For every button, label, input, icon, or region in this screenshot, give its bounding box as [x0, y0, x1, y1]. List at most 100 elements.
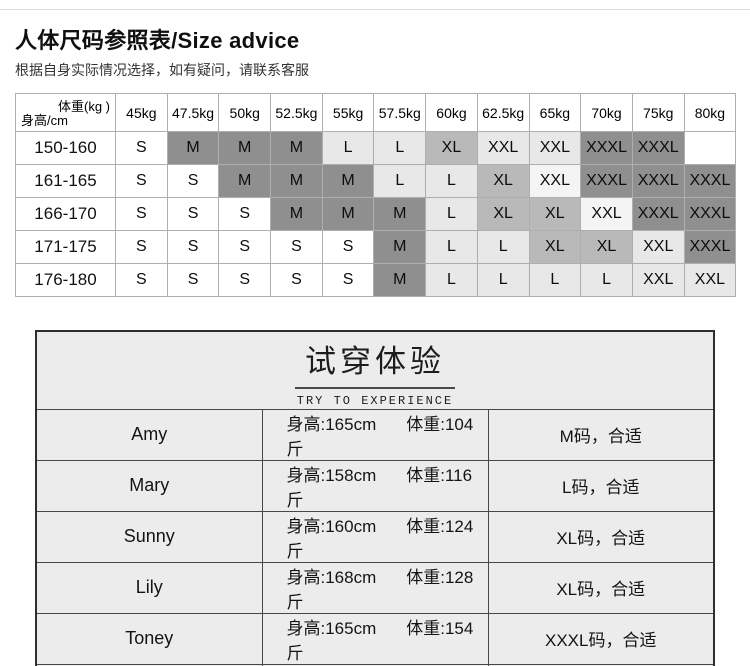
- size-cell: XXL: [580, 197, 633, 231]
- fit-table-row: Mary 身高:158cm 体重:116斤 L码，合适: [35, 459, 715, 512]
- top-divider: [0, 9, 750, 10]
- size-table-row: 161-165 S S M M M L L XL XXL XXXL XXXL XXXL: [15, 164, 737, 198]
- size-cell: M: [270, 197, 323, 231]
- size-cell: L: [425, 197, 478, 231]
- size-cell: S: [321, 230, 375, 264]
- size-cell: S: [115, 131, 168, 165]
- size-cell: S: [115, 164, 168, 198]
- size-cell: L: [476, 230, 530, 264]
- size-cell: M: [373, 263, 427, 297]
- size-cell: L: [425, 263, 478, 297]
- tester-height: 身高:160cm: [286, 516, 377, 536]
- size-cell: L: [425, 230, 478, 264]
- size-cell: XXXL: [631, 131, 685, 165]
- weight-column-header: 45kg: [115, 93, 168, 132]
- size-table-body: 150-160 S M M M L L XL XXL XXL XXXL XXXL 161-165 S S M M…: [15, 131, 737, 297]
- fit-table-title: 试穿体验: [295, 332, 455, 390]
- size-cell: XL: [425, 131, 478, 165]
- size-cell: M: [166, 131, 220, 165]
- size-cell: M: [270, 164, 323, 198]
- weight-column-header: 60kg: [425, 93, 478, 132]
- weight-column-header: 52.5kg: [270, 93, 323, 132]
- height-range-label: 166-170: [15, 197, 116, 231]
- size-cell: XL: [476, 197, 530, 231]
- tester-body-info: 身高:168cm 体重:128斤: [261, 561, 489, 614]
- size-cell: M: [270, 131, 323, 165]
- size-cell: XXL: [631, 230, 685, 264]
- size-cell: XXXL: [580, 131, 633, 165]
- size-cell: XXL: [528, 131, 582, 165]
- size-table-head: 体重(kg ) 身高/cm 45kg 47.5kg 50kg 52.5kg 55kg 57…: [15, 93, 737, 132]
- tester-name: Mary: [35, 459, 263, 512]
- tester-weight: 体重:154斤: [286, 618, 474, 663]
- size-cell: M: [218, 131, 272, 165]
- tester-body-info: 身高:165cm 体重:154斤: [261, 612, 489, 665]
- size-table-header-row: 体重(kg ) 身高/cm 45kg 47.5kg 50kg 52.5kg 55kg 57…: [15, 93, 737, 132]
- page-subtitle: 根据自身实际情况选择，如有疑问，请联系客服: [15, 62, 309, 78]
- weight-column-header: 50kg: [218, 93, 272, 132]
- size-cell: XXXL: [631, 197, 685, 231]
- tester-weight: 体重:104斤: [286, 414, 474, 459]
- size-cell: L: [373, 131, 427, 165]
- size-cell: XXXL: [683, 164, 737, 198]
- fit-table-row: Toney 身高:165cm 体重:154斤 XXXL码，合适: [35, 612, 715, 665]
- size-table-row: 171-175 S S S S S M L L XL XL XXL XXXL: [15, 230, 737, 264]
- size-cell: XXXL: [683, 197, 737, 231]
- size-cell: XXXL: [580, 164, 633, 198]
- size-cell: XL: [580, 230, 633, 264]
- fit-table-header-row: 试穿体验 TRY TO EXPERIENCE: [35, 330, 715, 410]
- size-cell: L: [528, 263, 582, 297]
- height-range-label: 161-165: [15, 164, 116, 198]
- fit-table-row: Lily 身高:168cm 体重:128斤 XL码，合适: [35, 561, 715, 614]
- weight-column-header: 55kg: [321, 93, 375, 132]
- size-cell: S: [321, 263, 375, 297]
- height-range-label: 171-175: [15, 230, 116, 264]
- size-cell: XXL: [683, 263, 737, 297]
- tester-height: 身高:158cm: [286, 465, 377, 485]
- fit-table-head: 试穿体验 TRY TO EXPERIENCE: [35, 330, 715, 410]
- size-cell: XL: [476, 164, 530, 198]
- weight-column-header: 62.5kg: [476, 93, 530, 132]
- size-cell: M: [321, 164, 375, 198]
- weight-column-header: 80kg: [683, 93, 737, 132]
- size-cell: XXXL: [631, 164, 685, 198]
- fit-result: M码，合适: [487, 408, 715, 461]
- fit-table-header-cell: 试穿体验 TRY TO EXPERIENCE: [35, 330, 715, 410]
- size-cell: L: [373, 164, 427, 198]
- size-table-row: 166-170 S S S M M M L XL XL XXL XXXL XXXL: [15, 197, 737, 231]
- corner-weight-label: 体重(kg ): [57, 99, 110, 114]
- height-range-label: 150-160: [15, 131, 116, 165]
- size-cell: S: [270, 230, 323, 264]
- fit-experience-table: 试穿体验 TRY TO EXPERIENCE Amy 身高:165cm 体重:104…: [35, 330, 715, 666]
- fit-table-body: Amy 身高:165cm 体重:104斤 M码，合适 Mary 身高:158cm 体重:11…: [35, 408, 715, 666]
- size-cell: L: [580, 263, 633, 297]
- weight-column-header: 65kg: [528, 93, 582, 132]
- tester-name: Amy: [35, 408, 263, 461]
- tester-name: Sunny: [35, 510, 263, 563]
- fit-table-subtitle: TRY TO EXPERIENCE: [296, 394, 454, 409]
- size-cell: S: [218, 263, 272, 297]
- tester-weight: 体重:128斤: [286, 567, 474, 612]
- size-cell: XXXL: [683, 230, 737, 264]
- tester-height: 身高:165cm: [286, 414, 377, 434]
- fit-table-row: Amy 身高:165cm 体重:104斤 M码，合适: [35, 408, 715, 461]
- size-cell: L: [321, 131, 375, 165]
- weight-column-header: 47.5kg: [166, 93, 220, 132]
- tester-body-info: 身高:160cm 体重:124斤: [261, 510, 489, 563]
- size-cell: S: [166, 164, 220, 198]
- size-table-row: 150-160 S M M M L L XL XXL XXL XXXL XXXL: [15, 131, 737, 165]
- size-advice-table: 体重(kg ) 身高/cm 45kg 47.5kg 50kg 52.5kg 55kg 57…: [15, 93, 737, 297]
- weight-column-header: 70kg: [580, 93, 633, 132]
- size-cell: XL: [528, 230, 582, 264]
- corner-diagonal-header: 体重(kg ) 身高/cm: [15, 93, 116, 132]
- size-cell: S: [115, 197, 168, 231]
- size-table-row: 176-180 S S S S S M L L L L XXL XXL: [15, 263, 737, 297]
- size-cell: M: [321, 197, 375, 231]
- tester-height: 身高:165cm: [286, 618, 377, 638]
- size-cell: M: [373, 230, 427, 264]
- size-cell: [683, 131, 737, 165]
- size-cell: L: [425, 164, 478, 198]
- size-cell: M: [218, 164, 272, 198]
- fit-result: XL码，合适: [487, 561, 715, 614]
